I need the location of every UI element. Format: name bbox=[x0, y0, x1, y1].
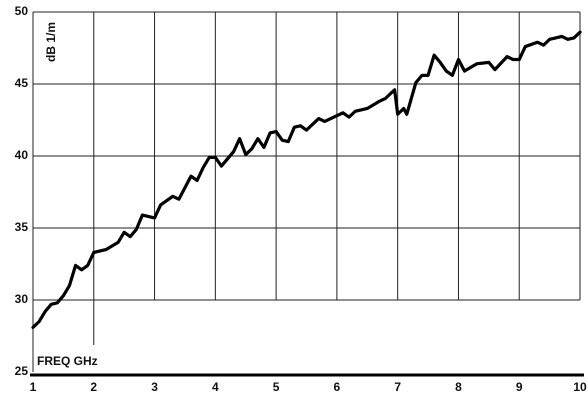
y-tick-label: 25 bbox=[15, 364, 29, 378]
x-tick-label: 8 bbox=[455, 380, 462, 394]
y-tick-label: 45 bbox=[15, 76, 29, 90]
data-line bbox=[31, 30, 582, 329]
x-tick-label: 7 bbox=[394, 380, 401, 394]
x-tick-label: 10 bbox=[573, 380, 587, 394]
x-tick-label: 9 bbox=[516, 380, 523, 394]
y-tick-label: 40 bbox=[15, 148, 29, 162]
x-tick-label: 5 bbox=[273, 380, 280, 394]
x-tick-label: 2 bbox=[90, 380, 97, 394]
x-tick-label: 3 bbox=[151, 380, 158, 394]
x-tick-label: 4 bbox=[212, 380, 219, 394]
x-tick-label: 6 bbox=[334, 380, 341, 394]
y-tick-label: 50 bbox=[15, 4, 29, 18]
x-axis-label: FREQ GHz bbox=[37, 354, 98, 368]
y-tick-label: 35 bbox=[15, 220, 29, 234]
x-tick-label: 1 bbox=[30, 380, 37, 394]
y-tick-label: 30 bbox=[15, 292, 29, 306]
y-axis-label: dB 1/m bbox=[44, 22, 58, 62]
